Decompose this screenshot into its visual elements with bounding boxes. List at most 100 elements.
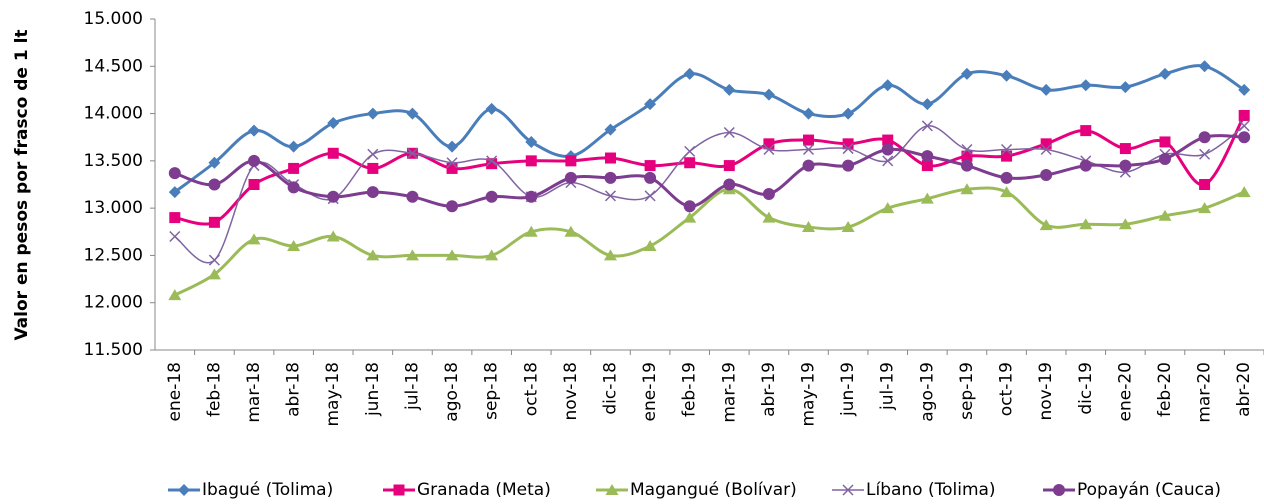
- marker: [1040, 138, 1052, 150]
- legend-label: Magangué (Bolívar): [630, 480, 797, 500]
- marker: [684, 145, 696, 157]
- marker: [168, 186, 181, 199]
- marker: [248, 124, 261, 137]
- marker: [842, 107, 855, 120]
- marker: [644, 171, 657, 184]
- marker: [524, 225, 538, 237]
- marker: [326, 230, 340, 242]
- marker: [921, 98, 934, 111]
- x-tick-label: ene-19: [640, 362, 660, 421]
- marker: [405, 249, 419, 261]
- marker: [1079, 79, 1092, 92]
- marker: [446, 162, 458, 174]
- marker: [1159, 136, 1171, 148]
- marker: [565, 155, 577, 167]
- marker: [802, 221, 816, 233]
- marker: [1158, 152, 1171, 165]
- marker: [208, 254, 220, 266]
- marker: [1119, 81, 1132, 94]
- marker: [1040, 83, 1053, 96]
- y-tick-label: 15.000: [84, 9, 143, 29]
- marker: [723, 178, 736, 191]
- legend-item: Líbano (Tolima): [832, 480, 996, 500]
- marker: [802, 107, 815, 120]
- marker: [763, 143, 775, 156]
- x-tick-label: sep-19: [957, 362, 977, 420]
- y-tick-label: 12.000: [84, 293, 143, 313]
- marker: [683, 200, 696, 213]
- marker: [1040, 169, 1053, 182]
- marker: [367, 148, 379, 160]
- marker: [723, 83, 736, 96]
- marker: [327, 117, 340, 130]
- marker: [1118, 218, 1132, 230]
- x-tick-label: feb-19: [680, 362, 700, 417]
- series-line: [174, 125, 1245, 264]
- marker: [802, 159, 815, 172]
- marker: [486, 158, 498, 170]
- marker: [288, 162, 300, 174]
- marker: [366, 107, 379, 120]
- marker: [1039, 219, 1053, 231]
- marker: [604, 171, 617, 184]
- marker: [406, 190, 419, 203]
- marker: [762, 187, 775, 200]
- marker: [604, 123, 617, 136]
- marker: [842, 159, 855, 172]
- x-tick-label: mar-20: [1195, 362, 1215, 423]
- marker: [881, 202, 895, 214]
- marker: [366, 249, 380, 261]
- marker: [960, 159, 973, 172]
- x-tick-label: jul-19: [878, 362, 898, 411]
- marker: [1238, 83, 1251, 96]
- legend-item: Magangué (Bolívar): [596, 480, 797, 500]
- marker: [723, 126, 735, 139]
- marker: [446, 140, 459, 153]
- marker: [208, 216, 220, 228]
- marker: [763, 138, 775, 150]
- marker: [1053, 484, 1065, 496]
- x-tick-label: feb-20: [1155, 362, 1175, 417]
- marker: [486, 155, 498, 167]
- marker: [208, 178, 221, 191]
- y-tick-label: 14.000: [84, 104, 143, 124]
- marker: [248, 179, 260, 190]
- marker: [1001, 143, 1013, 156]
- marker: [287, 181, 300, 194]
- marker: [287, 239, 301, 251]
- marker: [1080, 125, 1092, 137]
- x-tick-label: ago-18: [442, 362, 462, 422]
- x-tick-label: abr-20: [1234, 362, 1254, 417]
- marker: [327, 190, 340, 203]
- marker: [842, 138, 854, 150]
- marker: [485, 249, 499, 261]
- y-tick-label: 11.500: [84, 340, 143, 360]
- y-tick-label: 12.500: [84, 245, 143, 265]
- marker: [1000, 171, 1013, 184]
- marker: [406, 107, 419, 120]
- marker: [485, 190, 498, 203]
- marker: [1040, 143, 1052, 156]
- x-tick-label: abr-19: [759, 362, 779, 417]
- marker: [605, 484, 619, 495]
- x-tick-label: nov-19: [1036, 362, 1056, 421]
- x-tick-label: sep-18: [482, 362, 502, 420]
- marker: [921, 120, 933, 132]
- marker: [1158, 67, 1171, 80]
- series-line: [174, 114, 1246, 226]
- marker: [169, 230, 181, 243]
- marker: [248, 154, 261, 167]
- marker: [169, 212, 181, 224]
- x-tick-label: ago-19: [917, 362, 937, 422]
- marker: [168, 289, 182, 301]
- x-tick-label: mar-19: [719, 362, 739, 423]
- marker: [1001, 150, 1013, 162]
- marker: [881, 143, 894, 156]
- y-tick-label: 14.500: [84, 56, 143, 76]
- marker: [1079, 218, 1093, 230]
- marker: [1119, 143, 1131, 155]
- marker: [1238, 109, 1250, 121]
- marker: [684, 157, 696, 169]
- marker: [960, 67, 973, 80]
